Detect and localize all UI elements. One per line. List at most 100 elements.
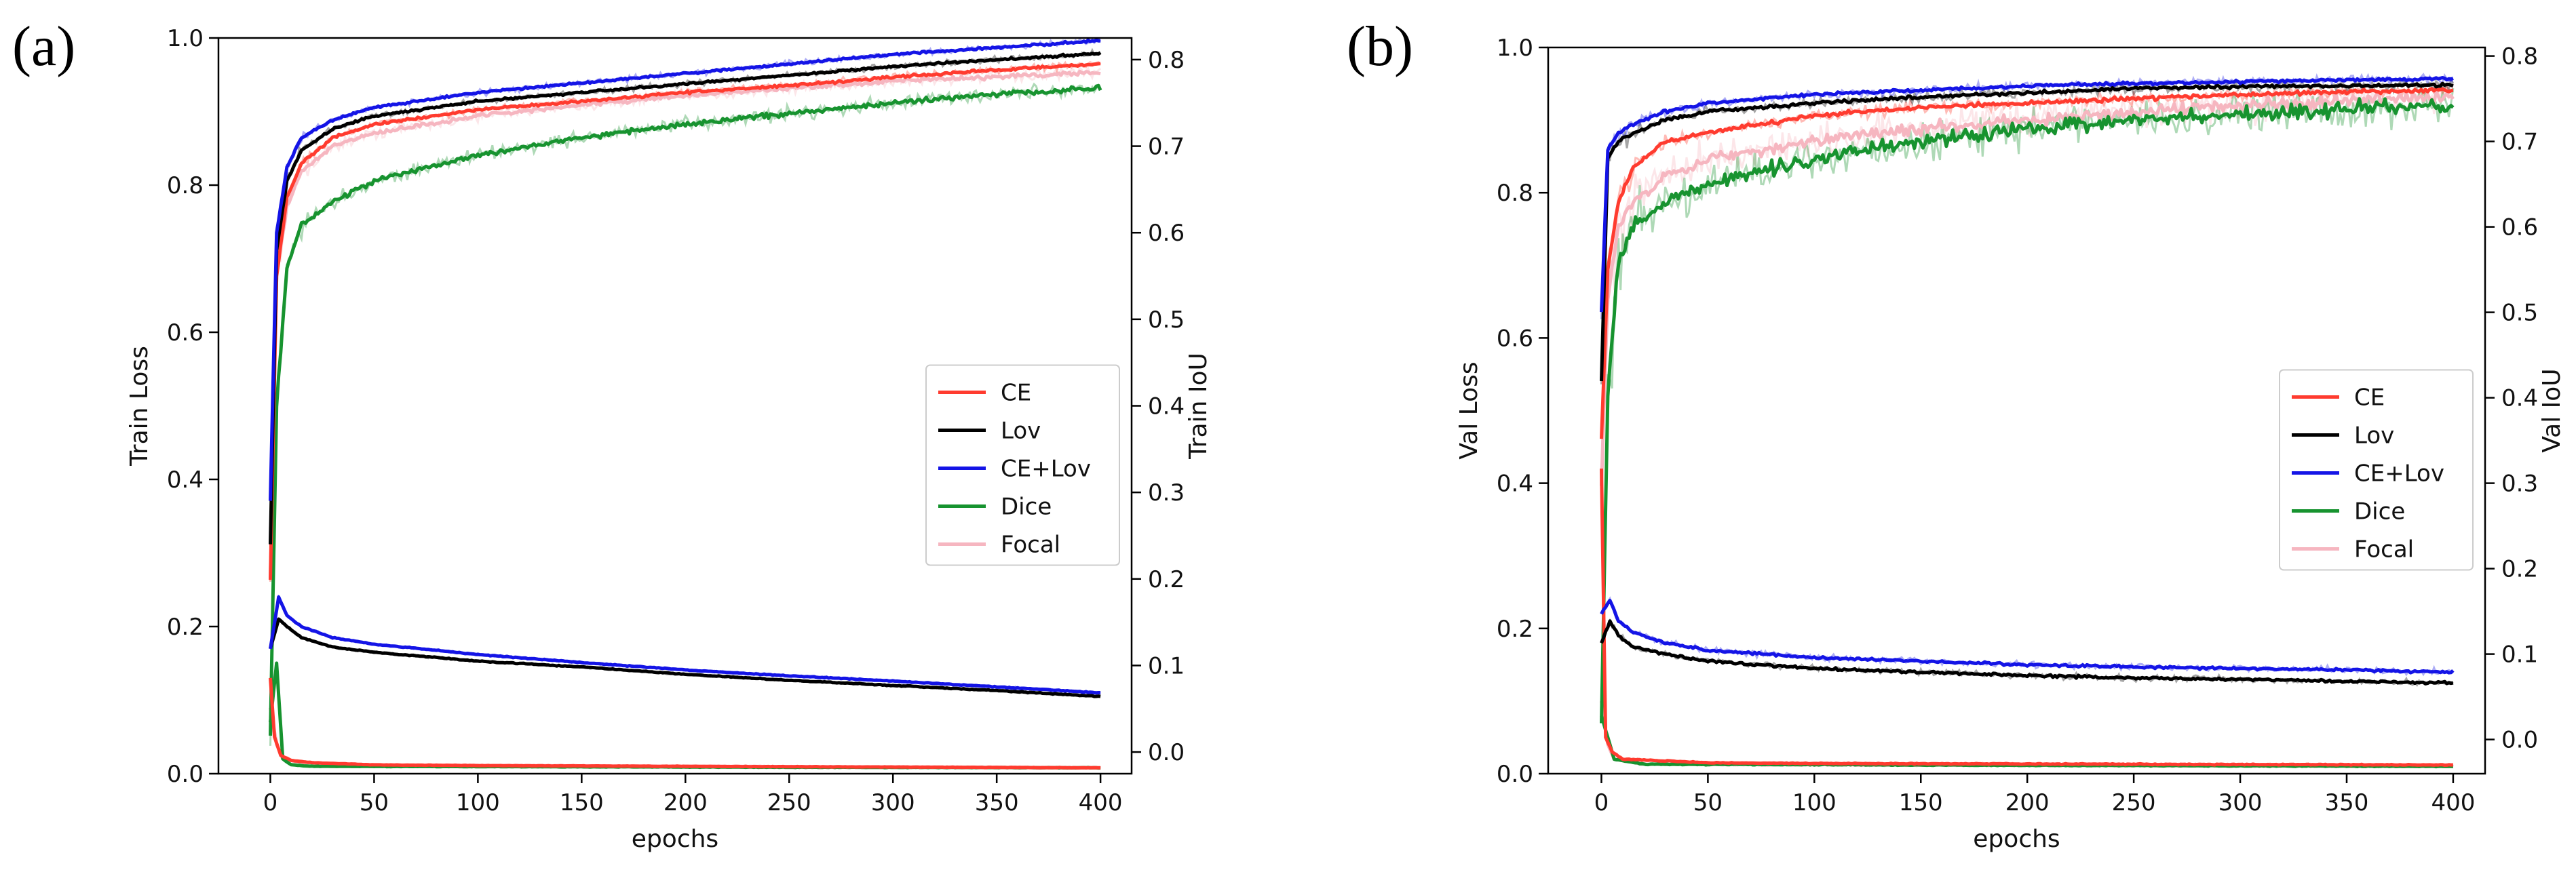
series-line-loss-focal <box>1600 700 2454 768</box>
x-tick-label: 100 <box>1792 789 1837 816</box>
y-left-tick-label: 0.6 <box>167 319 204 346</box>
series-loss-band-focal <box>1600 700 2454 769</box>
legend-label: Lov <box>2354 422 2394 450</box>
y-right-axis-label: Train IoU <box>1185 353 1212 460</box>
series-line-iou-dice <box>269 83 1102 736</box>
x-tick-label: 200 <box>2005 789 2050 816</box>
x-tick-label: 400 <box>2431 789 2475 816</box>
series-line-loss-ce-lov <box>269 595 1101 695</box>
panel-label: (a) <box>12 15 75 78</box>
x-axis-label: epochs <box>1973 825 2060 853</box>
x-tick-label: 0 <box>1594 789 1609 816</box>
legend-label: CE <box>2354 384 2385 412</box>
series-line-loss-focal <box>269 707 1101 770</box>
y-left-axis-label: Val Loss <box>1455 361 1483 459</box>
legend: CE Lov CE+Lov Dice Focal <box>2279 369 2474 571</box>
panel-label: (b) <box>1347 15 1413 78</box>
series-line-loss-ce <box>1600 469 2453 767</box>
series-line-loss-lov <box>1600 619 2454 686</box>
y-left-tick-label: 0.4 <box>1497 471 1533 498</box>
y-right-tick-label: 0.8 <box>1148 47 1185 74</box>
y-right-tick-label: 0.4 <box>2501 385 2538 412</box>
x-tick-label: 300 <box>2218 789 2263 816</box>
chart-panel-a: (a) 0 50 100 150 200 250 300 350 400 0.0 0.2 0.4 0.6 0… <box>12 15 1212 853</box>
y-right-tick-label: 0.1 <box>2501 641 2538 669</box>
legend-label: Dice <box>1001 494 1052 521</box>
series-line-iou-ce <box>269 62 1101 580</box>
legend-label: CE <box>1001 380 1031 407</box>
y-right-tick-label: 0.0 <box>1148 739 1185 766</box>
series-line-iou-focal <box>269 69 1101 580</box>
y-right-tick-label: 0.7 <box>1148 134 1185 161</box>
y-left-tick-label: 0.2 <box>167 614 204 641</box>
series-line-iou-ce-lov <box>1600 76 2454 313</box>
y-left-tick-label: 0.4 <box>167 467 204 494</box>
series-line-iou-dice <box>1600 97 2455 724</box>
series-line-loss-lov <box>269 617 1101 698</box>
x-tick-label: 250 <box>767 789 811 816</box>
plot-area <box>1600 73 2455 769</box>
x-tick-label: 150 <box>560 789 604 816</box>
y-right-tick-label: 0.3 <box>1148 479 1185 507</box>
y-right-tick-label: 0.7 <box>2501 129 2538 156</box>
y-right-tick-label: 0.0 <box>2501 727 2538 754</box>
series-line-iou-lov <box>1600 81 2454 382</box>
legend-box <box>925 364 1120 566</box>
y-left-tick-label: 0.0 <box>167 761 204 788</box>
legend-label: Lov <box>1001 418 1041 445</box>
x-tick-label: 50 <box>360 789 389 816</box>
y-right-tick-label: 0.8 <box>2501 43 2538 71</box>
x-tick-label: 50 <box>1693 789 1723 816</box>
legend-label: Dice <box>2354 498 2405 526</box>
y-right-tick-label: 0.2 <box>2501 556 2538 583</box>
y-right-tick-label: 0.2 <box>1148 566 1185 593</box>
legend-label: CE+Lov <box>2354 460 2444 488</box>
series-loss-band-dice <box>1600 715 2454 769</box>
legend: CE Lov CE+Lov Dice Focal <box>925 364 1120 566</box>
series-line-loss-ce <box>269 677 1101 770</box>
x-tick-label: 0 <box>263 789 278 816</box>
y-right-tick-label: 0.4 <box>1148 393 1185 420</box>
y-right-tick-label: 0.6 <box>1148 220 1185 247</box>
y-left-tick-label: 0.6 <box>1497 325 1533 352</box>
y-left-tick-label: 0.0 <box>1497 761 1533 788</box>
x-tick-label: 150 <box>1899 789 1943 816</box>
chart-panel-b: (b) 0 50 100 150 200 250 300 350 400 0.0 0.2 0.4 0.6 0… <box>1347 15 2566 853</box>
x-tick-label: 350 <box>2325 789 2369 816</box>
x-tick-label: 250 <box>2112 789 2156 816</box>
x-axis-label: epochs <box>632 825 718 853</box>
y-right-tick-label: 0.5 <box>2501 300 2538 327</box>
y-right-tick-label: 0.5 <box>1148 306 1185 334</box>
x-tick-label: 300 <box>871 789 915 816</box>
y-left-tick-label: 0.2 <box>1497 616 1533 643</box>
axes-frame <box>1547 46 2486 775</box>
series-line-iou-ce <box>1600 87 2454 439</box>
legend-label: Focal <box>2354 536 2414 563</box>
series-line-iou-ce-lov <box>269 38 1101 501</box>
y-right-tick-label: 0.6 <box>2501 214 2538 241</box>
legend-label: CE+Lov <box>1001 456 1091 483</box>
y-left-axis-label: Train Loss <box>126 346 153 467</box>
series-line-loss-dice <box>1600 715 2454 769</box>
series-line-iou-focal <box>1600 90 2455 486</box>
series-line-loss-ce-lov <box>1600 599 2455 675</box>
series-loss-band-ce <box>269 677 1101 770</box>
y-left-tick-label: 0.8 <box>1497 180 1533 207</box>
series-line-loss-dice <box>269 661 1101 770</box>
series-line-iou-lov <box>269 51 1102 544</box>
y-left-tick-label: 1.0 <box>167 25 204 52</box>
plot-area <box>269 38 1102 770</box>
x-tick-label: 350 <box>975 789 1019 816</box>
x-tick-label: 400 <box>1079 789 1123 816</box>
y-left-tick-label: 1.0 <box>1497 35 1533 62</box>
x-tick-label: 100 <box>456 789 500 816</box>
y-right-tick-label: 0.3 <box>2501 471 2538 498</box>
legend-box <box>2279 369 2474 571</box>
legend-label: Focal <box>1001 532 1060 559</box>
x-tick-label: 200 <box>664 789 708 816</box>
y-right-axis-label: Val IoU <box>2538 368 2566 452</box>
y-right-tick-label: 0.1 <box>1148 652 1185 679</box>
series-loss-band-dice <box>269 663 1101 770</box>
y-left-tick-label: 0.8 <box>167 172 204 199</box>
